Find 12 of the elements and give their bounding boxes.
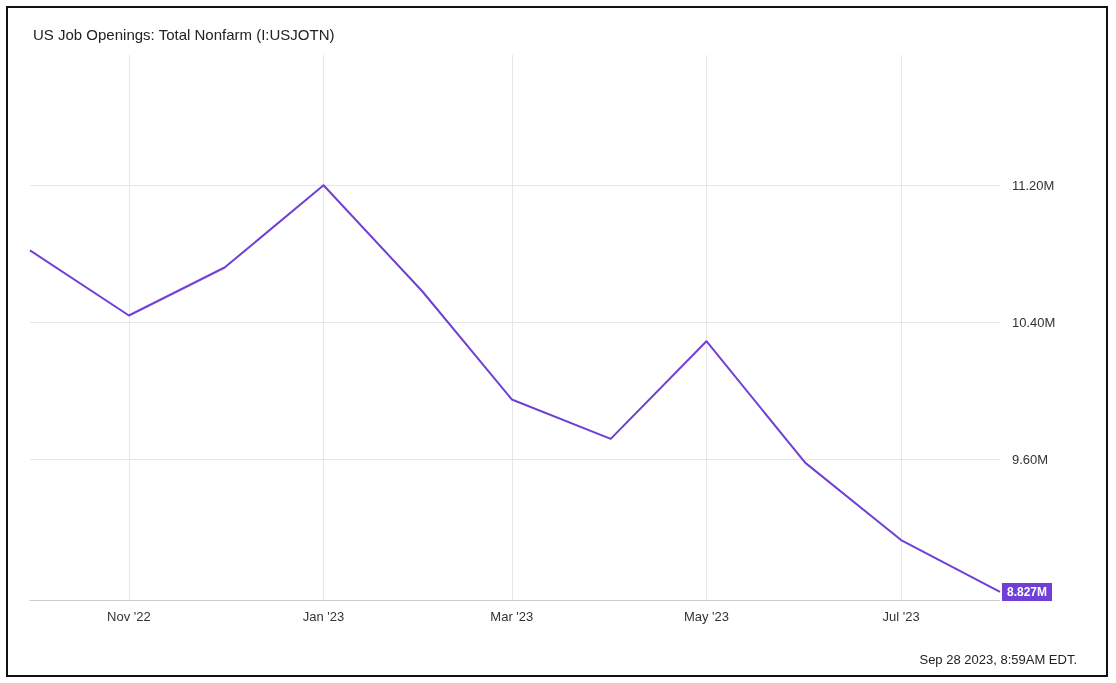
y-tick-label: 11.20M — [1012, 177, 1055, 193]
x-tick-label: Mar '23 — [490, 609, 534, 624]
data-label: 8.827M — [1007, 584, 1048, 599]
x-tick-label: Nov '22 — [107, 609, 151, 624]
chart-title: US Job Openings: Total Nonfarm (I:USJOTN) — [33, 26, 335, 43]
x-tick-label: Jul '23 — [882, 609, 920, 624]
y-tick-label: 9.60M — [1012, 451, 1049, 467]
line-series — [29, 184, 1001, 593]
x-tick-label: May '23 — [683, 609, 730, 624]
text: Sep 28 2023, 8:59AM EDT. — [919, 652, 1077, 667]
y-tick-label: 10.40M — [1012, 314, 1056, 330]
x-tick-label: Jan '23 — [302, 609, 345, 624]
